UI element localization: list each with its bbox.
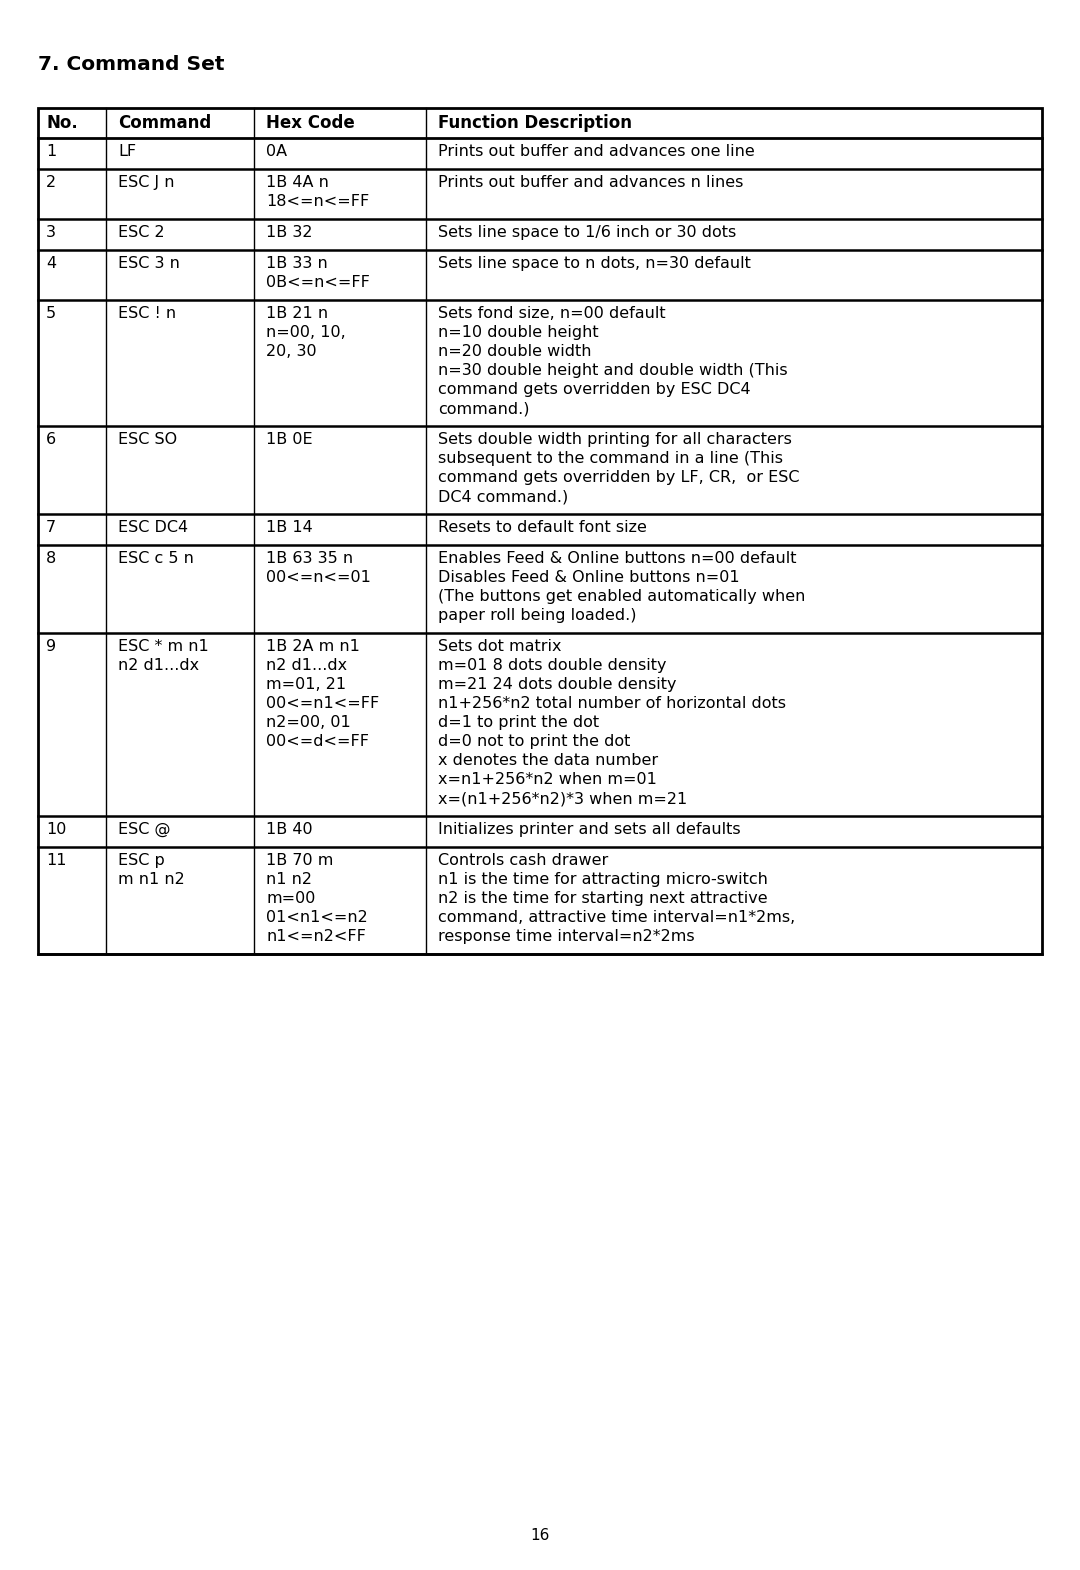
Text: 00<=n<=01: 00<=n<=01 [266, 570, 370, 586]
Text: 18<=n<=FF: 18<=n<=FF [266, 195, 369, 209]
Text: 6: 6 [46, 432, 56, 447]
Text: command.): command.) [438, 400, 529, 416]
Text: m=01 8 dots double density: m=01 8 dots double density [438, 658, 666, 674]
Text: Initializes printer and sets all defaults: Initializes printer and sets all default… [438, 823, 741, 837]
Text: x=(n1+256*n2)*3 when m=21: x=(n1+256*n2)*3 when m=21 [438, 791, 687, 805]
Text: 0B<=n<=FF: 0B<=n<=FF [266, 275, 369, 290]
Text: n2=00, 01: n2=00, 01 [266, 714, 351, 730]
Text: 1B 0E: 1B 0E [266, 432, 312, 447]
Text: 20, 30: 20, 30 [266, 344, 316, 360]
Text: d=0 not to print the dot: d=0 not to print the dot [438, 735, 631, 749]
Text: Enables Feed & Online buttons n=00 default: Enables Feed & Online buttons n=00 defau… [438, 551, 797, 567]
Text: 11: 11 [46, 853, 67, 868]
Text: ESC 3 n: ESC 3 n [118, 256, 180, 272]
Text: m=21 24 dots double density: m=21 24 dots double density [438, 677, 676, 692]
Text: 0A: 0A [266, 144, 287, 159]
Text: 7. Command Set: 7. Command Set [38, 55, 225, 74]
Text: Sets line space to 1/6 inch or 30 dots: Sets line space to 1/6 inch or 30 dots [438, 225, 737, 240]
Text: 16: 16 [530, 1528, 550, 1542]
Text: ESC @: ESC @ [118, 823, 171, 837]
Text: Sets fond size, n=00 default: Sets fond size, n=00 default [438, 306, 665, 320]
Text: Hex Code: Hex Code [266, 115, 354, 132]
Text: command gets overridden by ESC DC4: command gets overridden by ESC DC4 [438, 382, 751, 397]
Text: 1B 70 m: 1B 70 m [266, 853, 334, 868]
Text: m=00: m=00 [266, 892, 315, 906]
Text: 10: 10 [46, 823, 66, 837]
Text: m n1 n2: m n1 n2 [118, 871, 185, 887]
Text: 00<=n1<=FF: 00<=n1<=FF [266, 696, 379, 711]
Bar [38, 108, 1042, 955]
Text: subsequent to the command in a line (This: subsequent to the command in a line (Thi… [438, 451, 783, 466]
Text: 1B 33 n: 1B 33 n [266, 256, 327, 272]
Text: Command: Command [118, 115, 212, 132]
Text: No.: No. [46, 115, 78, 132]
Text: ESC * m n1: ESC * m n1 [118, 639, 208, 655]
Text: 1B 21 n: 1B 21 n [266, 306, 328, 320]
Text: ESC ! n: ESC ! n [118, 306, 176, 320]
Text: Function Description: Function Description [438, 115, 632, 132]
Text: ESC DC4: ESC DC4 [118, 520, 188, 535]
Text: (The buttons get enabled automatically when: (The buttons get enabled automatically w… [438, 589, 806, 604]
Text: x=n1+256*n2 when m=01: x=n1+256*n2 when m=01 [438, 772, 657, 787]
Text: Disables Feed & Online buttons n=01: Disables Feed & Online buttons n=01 [438, 570, 740, 586]
Text: n2 d1...dx: n2 d1...dx [118, 658, 199, 674]
Text: Sets double width printing for all characters: Sets double width printing for all chara… [438, 432, 792, 447]
Text: 2: 2 [46, 174, 56, 190]
Text: 5: 5 [46, 306, 56, 320]
Text: 4: 4 [46, 256, 56, 272]
Text: d=1 to print the dot: d=1 to print the dot [438, 714, 599, 730]
Text: n=00, 10,: n=00, 10, [266, 325, 346, 341]
Text: response time interval=n2*2ms: response time interval=n2*2ms [438, 929, 694, 944]
Text: n2 d1...dx: n2 d1...dx [266, 658, 347, 674]
Text: Sets dot matrix: Sets dot matrix [438, 639, 562, 655]
Text: ESC c 5 n: ESC c 5 n [118, 551, 194, 567]
Text: 00<=d<=FF: 00<=d<=FF [266, 735, 369, 749]
Text: 1B 2A m n1: 1B 2A m n1 [266, 639, 360, 655]
Text: x denotes the data number: x denotes the data number [438, 754, 658, 768]
Text: 1: 1 [46, 144, 56, 159]
Text: 01<n1<=n2: 01<n1<=n2 [266, 911, 368, 925]
Text: Prints out buffer and advances one line: Prints out buffer and advances one line [438, 144, 755, 159]
Text: 9: 9 [46, 639, 56, 655]
Text: ESC J n: ESC J n [118, 174, 175, 190]
Text: n1 is the time for attracting micro-switch: n1 is the time for attracting micro-swit… [438, 871, 768, 887]
Text: 1B 32: 1B 32 [266, 225, 312, 240]
Text: n1 n2: n1 n2 [266, 871, 312, 887]
Text: Controls cash drawer: Controls cash drawer [438, 853, 608, 868]
Text: paper roll being loaded.): paper roll being loaded.) [438, 608, 636, 623]
Text: LF: LF [118, 144, 136, 159]
Text: n1+256*n2 total number of horizontal dots: n1+256*n2 total number of horizontal dot… [438, 696, 786, 711]
Text: ESC SO: ESC SO [118, 432, 177, 447]
Text: Prints out buffer and advances n lines: Prints out buffer and advances n lines [438, 174, 743, 190]
Text: Sets line space to n dots, n=30 default: Sets line space to n dots, n=30 default [438, 256, 751, 272]
Text: 1B 63 35 n: 1B 63 35 n [266, 551, 353, 567]
Text: ESC 2: ESC 2 [118, 225, 164, 240]
Text: 1B 4A n: 1B 4A n [266, 174, 329, 190]
Text: ESC p: ESC p [118, 853, 165, 868]
Text: n1<=n2<FF: n1<=n2<FF [266, 929, 366, 944]
Text: n=10 double height: n=10 double height [438, 325, 598, 341]
Text: m=01, 21: m=01, 21 [266, 677, 346, 692]
Text: 7: 7 [46, 520, 56, 535]
Text: command gets overridden by LF, CR,  or ESC: command gets overridden by LF, CR, or ES… [438, 469, 799, 485]
Text: 3: 3 [46, 225, 56, 240]
Text: 8: 8 [46, 551, 56, 567]
Text: n=30 double height and double width (This: n=30 double height and double width (Thi… [438, 363, 787, 378]
Text: n=20 double width: n=20 double width [438, 344, 592, 360]
Text: DC4 command.): DC4 command.) [438, 488, 568, 504]
Text: command, attractive time interval=n1*2ms,: command, attractive time interval=n1*2ms… [438, 911, 795, 925]
Text: 1B 14: 1B 14 [266, 520, 313, 535]
Text: Resets to default font size: Resets to default font size [438, 520, 647, 535]
Text: n2 is the time for starting next attractive: n2 is the time for starting next attract… [438, 892, 768, 906]
Text: 1B 40: 1B 40 [266, 823, 312, 837]
